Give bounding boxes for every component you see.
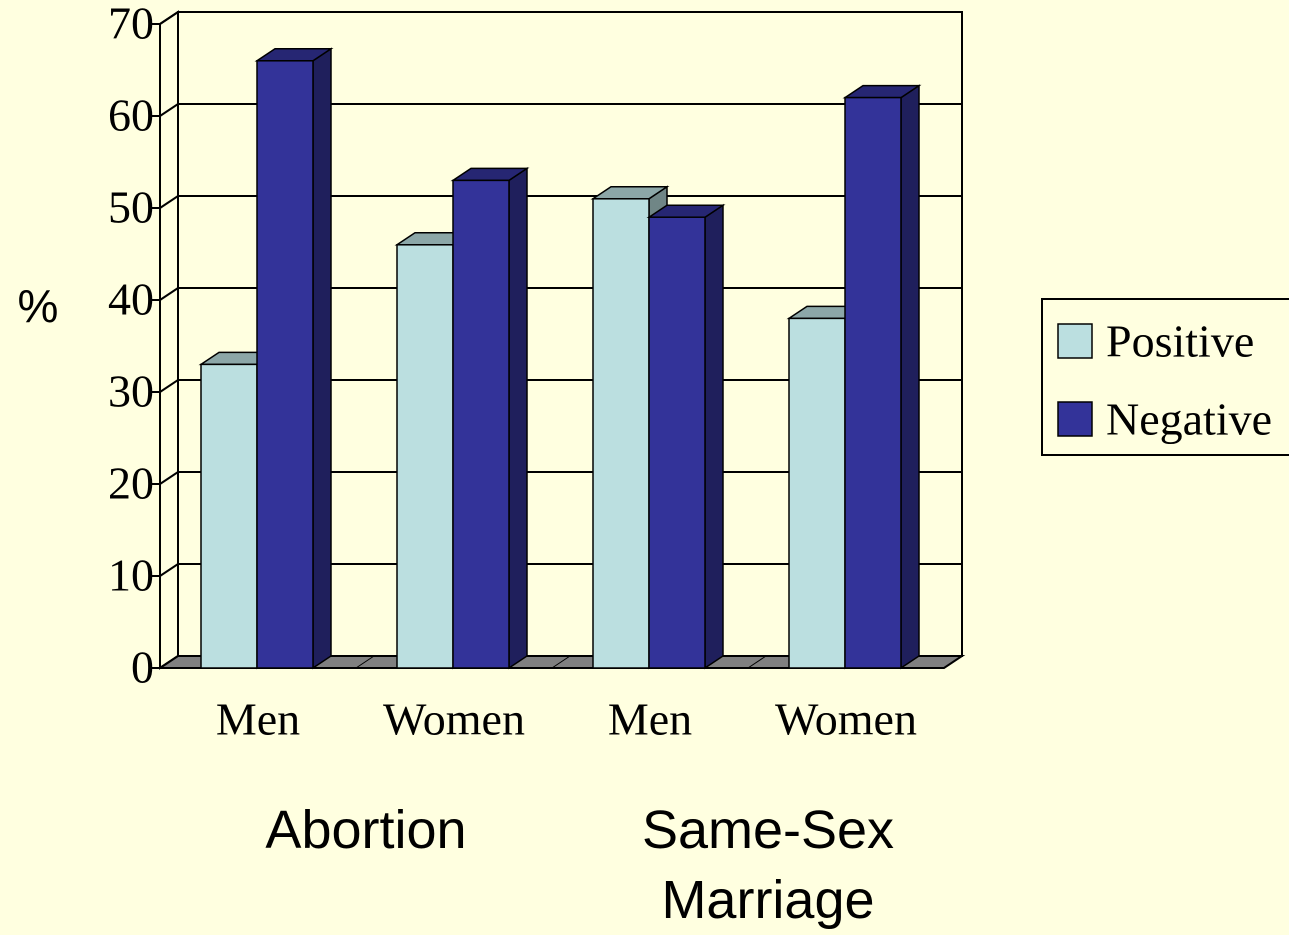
x-tick [159, 655, 179, 669]
bar-side [312, 47, 332, 670]
bar-front [648, 216, 706, 669]
x-tick-label: Women [775, 694, 917, 745]
bar-side [704, 203, 724, 670]
bar-front [200, 363, 258, 669]
x-tick-label: Men [216, 694, 300, 745]
x-tick-label: Women [383, 694, 525, 745]
y-tick-label: 60 [108, 90, 154, 141]
bar-front [844, 96, 902, 669]
legend-swatch [1057, 401, 1093, 437]
x-tick [355, 655, 375, 669]
bar-side [508, 166, 528, 670]
y-tick-label: 0 [131, 642, 154, 693]
bar-side [900, 84, 920, 670]
group-label: Abortion [265, 800, 467, 860]
legend-swatch [1057, 323, 1093, 359]
legend-box [1041, 298, 1289, 456]
bar [254, 47, 334, 670]
bar [646, 203, 726, 670]
legend-label: Positive [1106, 316, 1254, 367]
legend-label: Negative [1106, 394, 1272, 445]
x-tick [747, 655, 767, 669]
bar-front [452, 179, 510, 669]
bar [450, 166, 530, 670]
y-axis-label: % [18, 280, 59, 332]
y-tick-label: 30 [108, 366, 154, 417]
x-tick-label: Men [608, 694, 692, 745]
y-tick-label: 20 [108, 458, 154, 509]
grid-line [159, 103, 962, 117]
y-tick-label: 70 [108, 0, 154, 49]
x-tick [551, 655, 571, 669]
grid-line [159, 195, 962, 209]
y-tick-label: 10 [108, 550, 154, 601]
bar-front [788, 317, 846, 669]
group-label: Same-Sex Marriage [641, 800, 895, 930]
y-tick-label: 40 [108, 274, 154, 325]
bar-front [256, 60, 314, 669]
bar [842, 84, 922, 670]
y-tick-label: 50 [108, 182, 154, 233]
bar-front [396, 244, 454, 669]
grid-line [159, 11, 962, 25]
bar-front [592, 198, 650, 669]
